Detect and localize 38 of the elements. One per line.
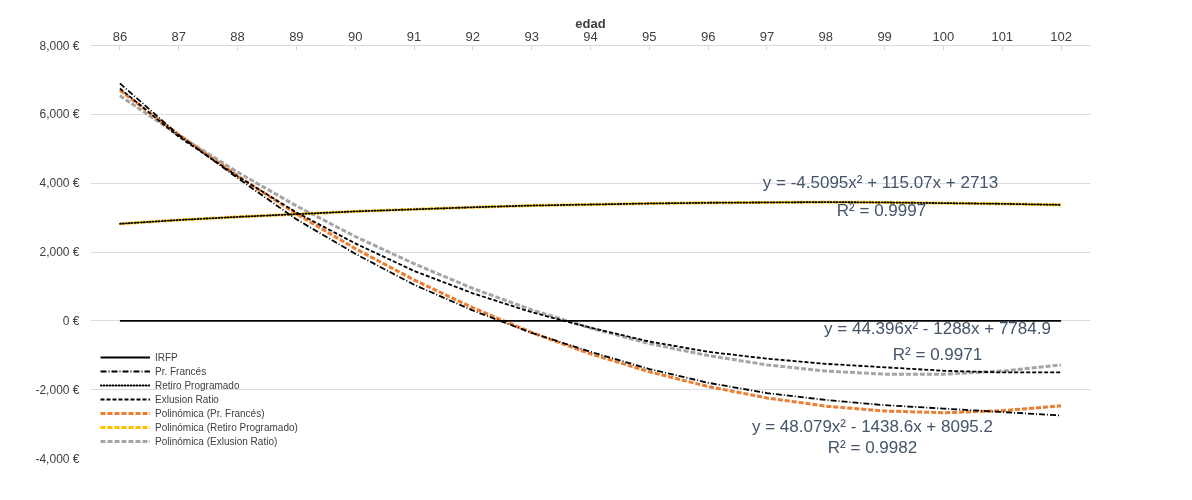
x-tick-label: 102: [1050, 28, 1072, 44]
x-tick-label: 93: [524, 28, 539, 44]
annotation: R² = 0.9971: [892, 345, 983, 364]
annotation: y = -4.5095x² + 115.07x + 2713: [762, 173, 999, 192]
x-tick-label: 98: [818, 28, 834, 44]
annotation: y = 48.079x² - 1438.6x + 8095.2: [752, 417, 994, 436]
y-tick-label: -4,000 €: [35, 451, 80, 466]
x-tick-label: 101: [991, 28, 1014, 44]
legend-label: Polinómica (Exlusion Ratio): [155, 434, 278, 448]
y-tick-label: 2,000 €: [39, 245, 80, 259]
x-tick-label: 94: [583, 28, 598, 44]
x-tick-label: 90: [347, 28, 363, 44]
legend-label: IRFP: [155, 350, 178, 364]
legend-label: Retiro Programado: [155, 378, 240, 392]
legend-label: Polinómica (Retiro Programado): [155, 420, 298, 434]
annotation: R² = 0.9997: [836, 201, 927, 220]
y-tick-label: 4,000 €: [39, 176, 80, 191]
legend-label: Exlusion Ratio: [155, 392, 219, 406]
x-tick-label: 88: [230, 28, 245, 44]
annotation: R² = 0.9982: [827, 438, 918, 457]
x-tick-label: 87: [171, 28, 186, 44]
y-tick-label: 6,000 €: [39, 107, 80, 122]
x-tick-label: 95: [642, 28, 657, 44]
x-tick-label: 92: [465, 28, 481, 44]
x-tick-label: 99: [877, 28, 892, 44]
x-tick-label: 97: [759, 28, 775, 44]
x-tick-label: 100: [932, 28, 955, 44]
x-tick-label: 96: [700, 28, 716, 44]
x-axis-title: edad: [575, 15, 606, 31]
legend-label: Polinómica (Pr. Francés): [155, 406, 265, 420]
x-tick-label: 86: [112, 28, 128, 44]
x-tick-label: 91: [406, 28, 422, 44]
y-tick-label: -2,000 €: [35, 382, 80, 397]
legend-label: Pr. Francés: [155, 364, 207, 378]
y-tick-label: 8,000 €: [39, 38, 80, 53]
x-tick-label: 89: [289, 28, 304, 44]
y-tick-label: 0 €: [62, 313, 80, 328]
annotation: y = 44.396x² - 1288x + 7784.9: [824, 319, 1051, 338]
